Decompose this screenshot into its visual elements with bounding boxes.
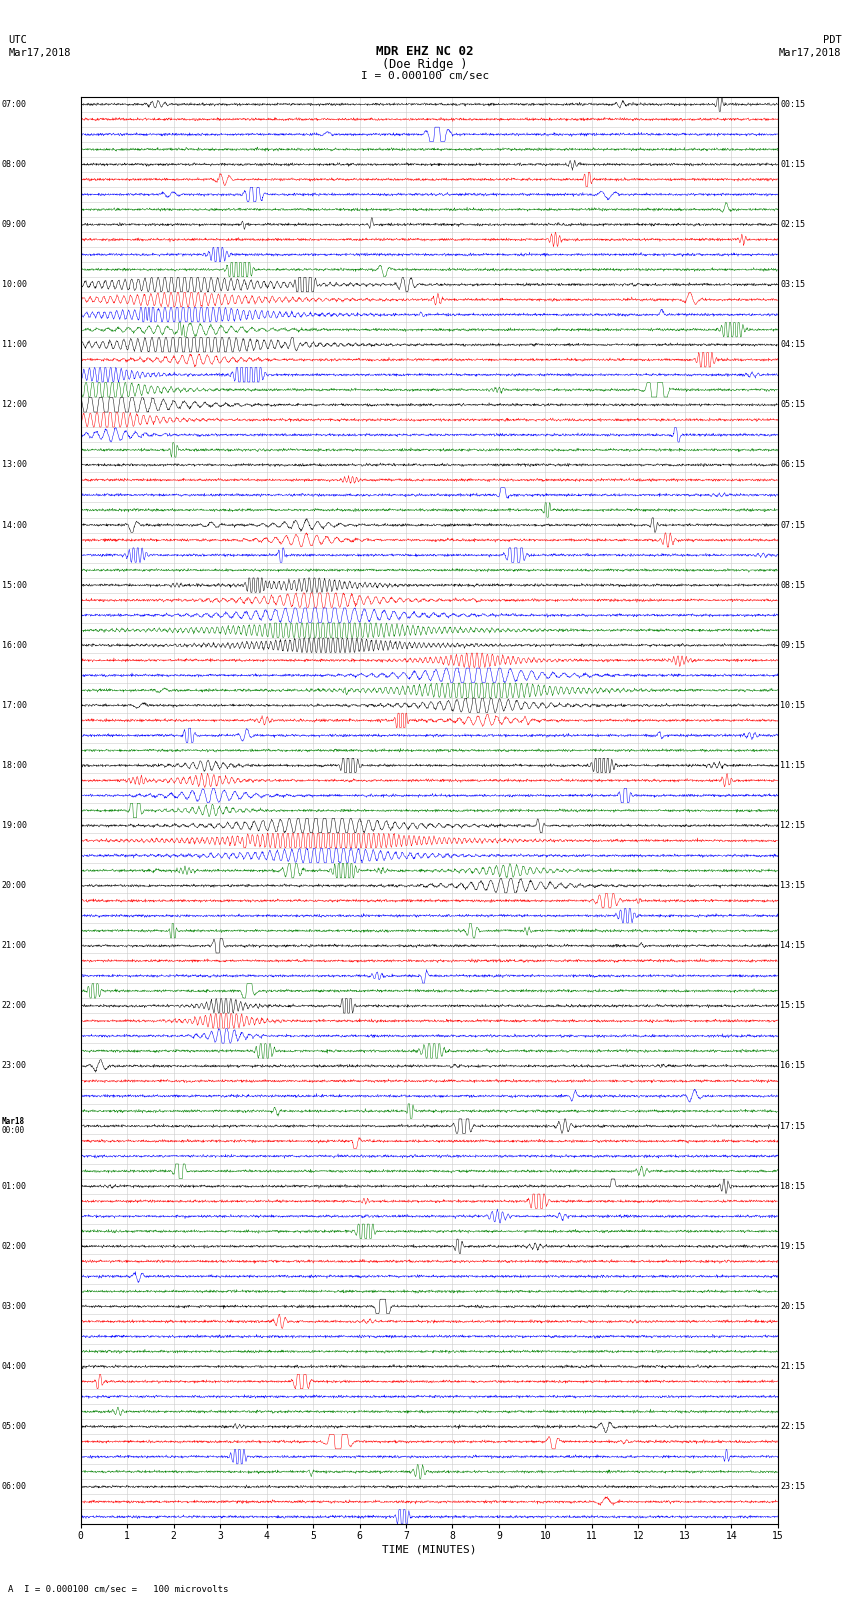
Text: 22:00: 22:00 xyxy=(2,1002,26,1010)
Text: 09:00: 09:00 xyxy=(2,219,26,229)
Text: 02:00: 02:00 xyxy=(2,1242,26,1250)
Text: 00:15: 00:15 xyxy=(780,100,805,108)
Text: 05:00: 05:00 xyxy=(2,1423,26,1431)
Text: Mar17,2018: Mar17,2018 xyxy=(779,48,842,58)
Text: 04:00: 04:00 xyxy=(2,1361,26,1371)
Text: 07:15: 07:15 xyxy=(780,521,805,529)
Text: 19:00: 19:00 xyxy=(2,821,26,831)
Text: 17:00: 17:00 xyxy=(2,700,26,710)
Text: MDR EHZ NC 02: MDR EHZ NC 02 xyxy=(377,45,473,58)
Text: 16:15: 16:15 xyxy=(780,1061,805,1071)
Text: 11:15: 11:15 xyxy=(780,761,805,769)
Text: 16:00: 16:00 xyxy=(2,640,26,650)
Text: 13:15: 13:15 xyxy=(780,881,805,890)
Text: 14:00: 14:00 xyxy=(2,521,26,529)
Text: 18:15: 18:15 xyxy=(780,1182,805,1190)
Text: 23:15: 23:15 xyxy=(780,1482,805,1492)
Text: (Doe Ridge ): (Doe Ridge ) xyxy=(382,58,468,71)
Text: 04:15: 04:15 xyxy=(780,340,805,350)
Text: 21:15: 21:15 xyxy=(780,1361,805,1371)
Text: 06:15: 06:15 xyxy=(780,460,805,469)
Text: 03:15: 03:15 xyxy=(780,281,805,289)
Text: 21:00: 21:00 xyxy=(2,942,26,950)
Text: 05:15: 05:15 xyxy=(780,400,805,410)
Text: 11:00: 11:00 xyxy=(2,340,26,350)
Text: 17:15: 17:15 xyxy=(780,1121,805,1131)
Text: 22:15: 22:15 xyxy=(780,1423,805,1431)
Text: 02:15: 02:15 xyxy=(780,219,805,229)
Text: 03:00: 03:00 xyxy=(2,1302,26,1311)
Text: 13:00: 13:00 xyxy=(2,460,26,469)
X-axis label: TIME (MINUTES): TIME (MINUTES) xyxy=(382,1544,477,1553)
Text: 07:00: 07:00 xyxy=(2,100,26,108)
Text: 08:15: 08:15 xyxy=(780,581,805,590)
Text: 23:00: 23:00 xyxy=(2,1061,26,1071)
Text: 06:00: 06:00 xyxy=(2,1482,26,1492)
Text: 14:15: 14:15 xyxy=(780,942,805,950)
Text: PDT: PDT xyxy=(823,35,842,45)
Text: 20:00: 20:00 xyxy=(2,881,26,890)
Text: 10:15: 10:15 xyxy=(780,700,805,710)
Text: I = 0.000100 cm/sec: I = 0.000100 cm/sec xyxy=(361,71,489,81)
Text: A  I = 0.000100 cm/sec =   100 microvolts: A I = 0.000100 cm/sec = 100 microvolts xyxy=(8,1584,229,1594)
Text: 10:00: 10:00 xyxy=(2,281,26,289)
Text: 12:15: 12:15 xyxy=(780,821,805,831)
Text: 18:00: 18:00 xyxy=(2,761,26,769)
Text: 01:00: 01:00 xyxy=(2,1182,26,1190)
Text: 20:15: 20:15 xyxy=(780,1302,805,1311)
Text: 01:15: 01:15 xyxy=(780,160,805,169)
Text: 08:00: 08:00 xyxy=(2,160,26,169)
Text: 15:15: 15:15 xyxy=(780,1002,805,1010)
Text: 00:00: 00:00 xyxy=(2,1126,25,1136)
Text: Mar18: Mar18 xyxy=(2,1116,25,1126)
Text: Mar17,2018: Mar17,2018 xyxy=(8,48,71,58)
Text: UTC: UTC xyxy=(8,35,27,45)
Text: 09:15: 09:15 xyxy=(780,640,805,650)
Text: 19:15: 19:15 xyxy=(780,1242,805,1250)
Text: 15:00: 15:00 xyxy=(2,581,26,590)
Text: 12:00: 12:00 xyxy=(2,400,26,410)
